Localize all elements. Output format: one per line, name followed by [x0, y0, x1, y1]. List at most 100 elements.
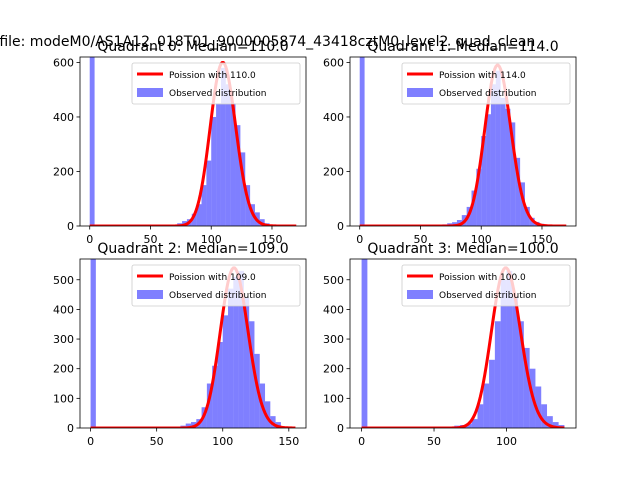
- legend: Poission with 109.0 Observed distribution: [131, 264, 301, 307]
- histogram-bar: [217, 342, 223, 428]
- legend-bar-swatch: [137, 290, 163, 299]
- poisson-fit-line: [90, 266, 296, 428]
- histogram-bar: [471, 419, 478, 428]
- x-tick-label: 100: [496, 435, 517, 448]
- histogram-bar: [359, 57, 365, 226]
- x-tick-label: 50: [150, 435, 164, 448]
- histogram-bar: [196, 204, 202, 226]
- histogram-bar: [490, 84, 496, 226]
- subplot-title: Quadrant 3: Median=100.0: [367, 241, 558, 257]
- histogram-bar: [90, 259, 96, 428]
- y-tick-label: 0: [67, 220, 74, 233]
- x-tick-label: 150: [278, 435, 299, 448]
- legend-label-fit: Poission with 100.0: [439, 273, 526, 283]
- legend: Poission with 110.0 Observed distribution: [131, 62, 301, 105]
- histogram-bar: [535, 386, 542, 428]
- axes-frame: [349, 258, 577, 429]
- y-tick-label: 0: [67, 422, 74, 435]
- histogram-bar: [211, 116, 217, 226]
- histogram-bar: [361, 259, 368, 428]
- x-tick-label: 0: [358, 435, 365, 448]
- histogram-bar: [494, 321, 501, 428]
- poisson-fit-line: [359, 63, 567, 226]
- plot-area: [361, 259, 565, 428]
- histogram-bar: [185, 423, 192, 428]
- histogram-bar: [235, 125, 241, 226]
- y-tick-label: 500: [53, 274, 74, 287]
- histogram-bar: [243, 297, 250, 428]
- histogram-bar: [552, 422, 559, 428]
- histogram-bar: [512, 297, 519, 428]
- legend-box: [401, 264, 571, 307]
- histogram-bar: [520, 182, 525, 226]
- legend-label-fit: Poission with 114.0: [439, 71, 526, 81]
- x-tick-label: 100: [201, 233, 222, 246]
- legend-box: [401, 62, 571, 105]
- histogram-bar: [212, 365, 218, 428]
- histogram-bar: [201, 185, 207, 226]
- legend-label-hist: Observed distribution: [169, 291, 266, 301]
- x-tick-label: 50: [143, 233, 157, 246]
- y-tick-label: 300: [323, 333, 344, 346]
- y-tick-label: 200: [53, 165, 74, 178]
- legend-bar-swatch: [407, 290, 433, 299]
- legend-box: [131, 264, 301, 307]
- histogram-bar: [238, 270, 244, 428]
- x-tick-label: 50: [413, 233, 427, 246]
- histogram-bar: [500, 279, 507, 428]
- histogram-bar: [222, 315, 229, 428]
- legend-bar-swatch: [137, 88, 163, 97]
- histogram-bar: [477, 404, 484, 428]
- histogram-bar: [541, 404, 548, 428]
- histogram-bar: [523, 347, 530, 428]
- x-tick-label: 0: [87, 435, 94, 448]
- histogram-bar: [489, 359, 495, 428]
- legend-label-fit: Poission with 109.0: [169, 273, 256, 283]
- histogram-bar: [483, 383, 490, 428]
- subplot-title: Quadrant 1: Median=114.0: [367, 39, 558, 55]
- y-tick-label: 0: [337, 422, 344, 435]
- legend-label-hist: Observed distribution: [439, 291, 536, 301]
- histogram-bar: [89, 57, 95, 226]
- histogram-bar: [245, 185, 251, 226]
- axes-frame: [349, 56, 577, 227]
- histogram-bar: [220, 67, 226, 226]
- legend-label-hist: Observed distribution: [439, 89, 536, 99]
- plot-area: [89, 57, 297, 226]
- axes-frame: [79, 56, 307, 227]
- y-tick-label: 400: [323, 303, 344, 316]
- histogram-bar: [476, 168, 482, 226]
- subplot-title: Quadrant 2: Median=109.0: [97, 241, 288, 257]
- y-tick-label: 200: [323, 363, 344, 376]
- histogram-bar: [505, 108, 511, 226]
- figure-suptitle: n file: modeM0/AS1A12_018T01_9000005874_…: [0, 34, 535, 50]
- subplot-title: Quadrant 0: Median=110.0: [97, 39, 288, 55]
- x-tick-label: 0: [86, 233, 93, 246]
- histogram-bar: [456, 220, 462, 226]
- histogram-bar: [486, 114, 491, 226]
- histogram-bar: [191, 213, 197, 226]
- histogram-bar: [471, 190, 477, 226]
- y-tick-label: 600: [323, 56, 344, 69]
- subplot-0: 0 50 100 150 0 200 400 600 Quadrant 0: Median=11…: [53, 39, 307, 246]
- histogram-bar: [233, 276, 239, 428]
- histogram-bar: [500, 97, 506, 226]
- x-tick-label: 100: [471, 233, 492, 246]
- subplot-1: 0 50 100 150 0 200 400 600 Quadrant 1: Median=11…: [323, 39, 577, 246]
- histogram-bar: [216, 103, 221, 226]
- legend: Poission with 114.0 Observed distribution: [401, 62, 571, 105]
- y-tick-label: 100: [323, 392, 344, 405]
- legend-box: [131, 62, 301, 105]
- histogram-bar: [228, 288, 234, 428]
- y-tick-label: 200: [53, 363, 74, 376]
- histogram-bar: [510, 122, 516, 226]
- x-tick-label: 50: [427, 435, 441, 448]
- x-tick-label: 0: [356, 233, 363, 246]
- histogram-bar: [230, 103, 236, 226]
- histogram-bar: [465, 423, 472, 428]
- axes-frame: [79, 258, 307, 429]
- plot-area: [90, 259, 296, 428]
- histogram-bar: [518, 321, 524, 428]
- histogram-bar: [206, 160, 212, 226]
